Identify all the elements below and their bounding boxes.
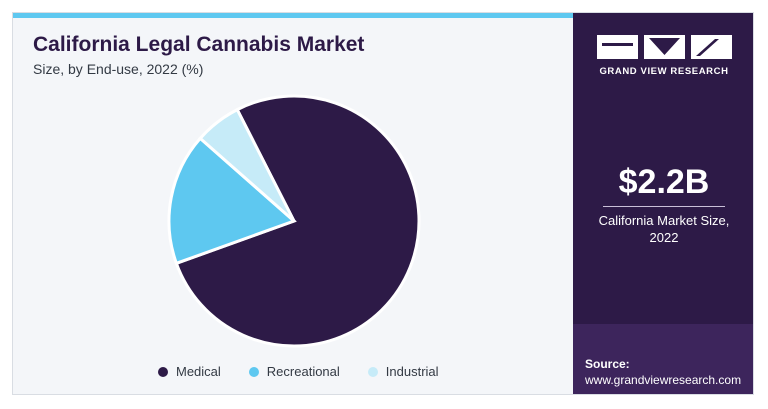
sidebar-footer-band bbox=[573, 324, 753, 394]
source-url[interactable]: www.grandviewresearch.com bbox=[585, 373, 742, 387]
legend-label-medical: Medical bbox=[176, 364, 221, 379]
legend-item-industrial: Industrial bbox=[367, 364, 439, 379]
legend-item-medical: Medical bbox=[158, 364, 221, 379]
accent-bar bbox=[13, 13, 573, 18]
legend-swatch-industrial bbox=[367, 366, 378, 377]
pie-slice-recreational bbox=[167, 136, 297, 266]
legend-swatch-medical bbox=[158, 366, 168, 377]
market-size-caption: California Market Size, 2022 bbox=[598, 213, 730, 245]
market-size-value: $2.2B bbox=[618, 163, 710, 201]
chart-subtitle: Size, by End-use, 2022 (%) bbox=[33, 61, 204, 77]
sidebar-panel: GRAND VIEW RESEARCH $2.2B California Mar… bbox=[573, 13, 753, 394]
pie-chart bbox=[167, 94, 421, 348]
legend-label-recreational: Recreational bbox=[266, 364, 340, 379]
divider bbox=[603, 206, 725, 207]
chart-card: California Legal Cannabis Market Size, b… bbox=[12, 12, 754, 395]
source-label: Source: bbox=[585, 357, 630, 371]
chart-legend: Medical Recreational Industrial bbox=[158, 364, 439, 379]
legend-swatch-recreational bbox=[248, 366, 259, 377]
pie-slice-medical bbox=[174, 94, 421, 348]
grand-view-research-logo bbox=[597, 35, 732, 59]
brand-name: GRAND VIEW RESEARCH bbox=[599, 66, 729, 77]
chart-title: California Legal Cannabis Market bbox=[33, 33, 365, 56]
legend-label-industrial: Industrial bbox=[385, 364, 439, 379]
pie-slice-industrial bbox=[198, 107, 296, 223]
legend-item-recreational: Recreational bbox=[248, 364, 340, 379]
